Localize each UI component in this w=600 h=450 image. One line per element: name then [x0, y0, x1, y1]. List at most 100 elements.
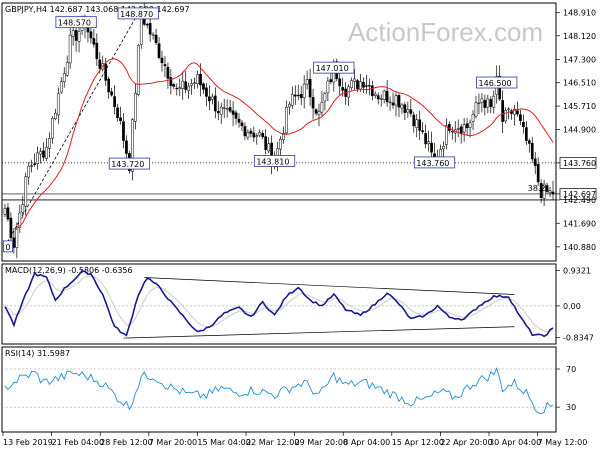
candle-body — [33, 163, 36, 165]
annotation-box — [413, 156, 456, 169]
candle-body — [403, 104, 407, 113]
macd-trendline — [144, 277, 515, 295]
candle-body — [513, 109, 516, 115]
candle-body — [394, 95, 398, 106]
candle-body — [95, 42, 99, 59]
candle — [468, 119, 472, 138]
annotation-label: 148.570 — [58, 19, 91, 28]
annotation-label: 143.760 — [416, 159, 449, 168]
candle — [489, 96, 493, 114]
rsi-label: RSI(14) 31.5987 — [5, 349, 70, 358]
candle-body — [530, 143, 534, 160]
candle-body — [196, 74, 199, 84]
candle — [246, 129, 250, 141]
candle-body — [299, 94, 303, 99]
candle-body — [474, 102, 478, 117]
candle — [367, 78, 371, 96]
annotation-box — [476, 76, 518, 89]
candle — [516, 101, 519, 117]
candle — [222, 98, 226, 119]
candle-body — [45, 146, 48, 159]
candle — [9, 212, 13, 243]
candle-body — [119, 117, 122, 122]
candle — [373, 91, 377, 99]
candle — [172, 82, 176, 90]
candle — [219, 102, 223, 125]
rsi-line — [2, 367, 556, 414]
candle-body — [24, 176, 28, 207]
price-tick-label: 148.120 — [563, 32, 596, 41]
candle — [477, 93, 481, 115]
candle-body — [388, 101, 392, 104]
candle-body — [362, 81, 365, 88]
candle-body — [148, 23, 152, 35]
candle — [107, 76, 111, 99]
candle — [486, 94, 490, 114]
price-marker — [559, 188, 597, 200]
candle-body — [18, 212, 22, 229]
annotation-label: 143.810 — [256, 157, 289, 166]
time-tick-label: 8 Apr 04:00 — [343, 438, 390, 447]
candle-body — [465, 123, 469, 128]
candle — [92, 28, 96, 48]
candle — [539, 179, 543, 203]
annotation-label: 147.010 — [316, 64, 349, 73]
candle-body — [122, 121, 125, 141]
candle-body — [359, 81, 362, 90]
candle — [68, 25, 72, 69]
candle-body — [205, 87, 208, 97]
macd-tick-label: -0.8347 — [563, 333, 594, 342]
candle-body — [213, 95, 217, 112]
candle-body — [42, 150, 45, 158]
candle-body — [507, 108, 510, 111]
candle — [202, 82, 205, 95]
price-tick-label: 142.697 — [563, 190, 596, 199]
candle — [39, 147, 42, 164]
candle-body — [415, 119, 419, 128]
candle-body — [125, 140, 128, 154]
candle — [406, 101, 410, 118]
candle — [62, 67, 66, 88]
candle-body — [445, 125, 448, 145]
price-tick-label: 143.760 — [563, 159, 596, 168]
candle — [326, 76, 330, 102]
candle — [542, 179, 546, 207]
candle-body — [169, 77, 173, 86]
candle — [133, 82, 137, 130]
candle-body — [536, 163, 540, 183]
candle-body — [459, 126, 463, 134]
macd-label: MACD(12,26,9) -0.5806 -0.6356 — [5, 266, 133, 275]
candle — [234, 110, 238, 125]
candle-body — [308, 78, 312, 98]
annotation-label: 0 — [5, 243, 10, 252]
candle — [288, 101, 291, 115]
candle — [465, 118, 469, 135]
candle-body — [290, 94, 294, 106]
candle — [21, 195, 25, 219]
macd-signal-line — [4, 275, 554, 333]
ma-line — [16, 58, 554, 229]
annotation-label: 143.720 — [111, 160, 144, 169]
candle-body — [311, 97, 315, 109]
candle-body — [400, 104, 404, 109]
candle-body — [154, 34, 158, 43]
candle-body — [54, 113, 57, 120]
candle-body — [208, 96, 211, 102]
candle — [240, 119, 244, 132]
candle — [394, 92, 398, 117]
candle — [225, 99, 229, 118]
candle — [65, 55, 69, 77]
macd-tick-label: 0.00 — [563, 302, 581, 311]
candle-body — [89, 31, 93, 39]
price-tick-label: 142.490 — [563, 196, 596, 205]
candle — [442, 141, 445, 160]
candle-body — [391, 102, 395, 106]
candle — [89, 26, 93, 44]
candle — [323, 91, 327, 111]
candle — [110, 87, 113, 97]
candle — [255, 133, 259, 145]
candle — [258, 129, 262, 138]
rsi-tick-label: 70 — [566, 365, 576, 374]
candle-body — [193, 82, 196, 84]
